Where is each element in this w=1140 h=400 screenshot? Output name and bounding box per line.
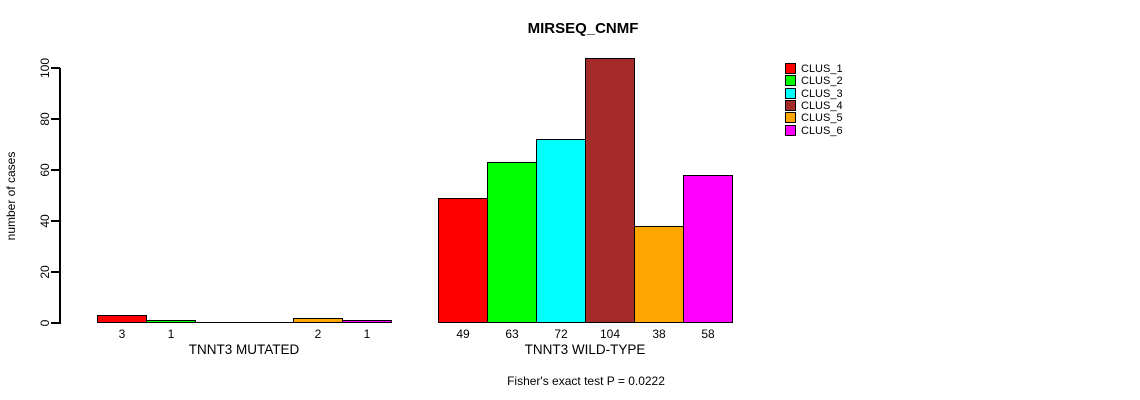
y-tick-80 — [51, 118, 60, 120]
legend-label-clus-4: CLUS_4 — [801, 99, 843, 112]
bar-value-tnnt3-mutated-clus-5: 2 — [314, 327, 322, 341]
y-axis-label: number of cases — [4, 151, 18, 241]
bar-value-tnnt3-wild-type-clus-4: 104 — [599, 327, 621, 341]
bar-tnnt3-mutated-clus-6 — [342, 320, 392, 323]
group-label-tnnt3-mutated: TNNT3 MUTATED — [188, 342, 300, 357]
y-tick-60 — [51, 169, 60, 171]
fisher-test-annotation: Fisher's exact test P = 0.0222 — [507, 374, 665, 388]
legend-swatch-clus-4 — [785, 99, 796, 111]
bar-value-tnnt3-wild-type-clus-5: 38 — [652, 327, 666, 341]
bar-value-tnnt3-wild-type-clus-1: 49 — [456, 327, 470, 341]
legend-label-clus-6: CLUS_6 — [801, 124, 843, 137]
y-tick-label-40: 40 — [38, 214, 52, 228]
bar-tnnt3-wild-type-clus-5 — [634, 226, 684, 323]
bar-tnnt3-mutated-clus-1 — [97, 315, 147, 323]
group-label-tnnt3-wild-type: TNNT3 WILD-TYPE — [524, 342, 646, 357]
y-tick-label-0: 0 — [38, 319, 52, 327]
bar-value-tnnt3-wild-type-clus-2: 63 — [505, 327, 519, 341]
legend-label-clus-5: CLUS_5 — [801, 112, 843, 125]
bar-tnnt3-wild-type-clus-3 — [536, 139, 586, 323]
legend-label-clus-1: CLUS_1 — [801, 63, 843, 75]
bar-tnnt3-mutated-clus-3 — [195, 321, 245, 323]
bar-tnnt3-mutated-clus-2 — [146, 320, 196, 323]
bar-tnnt3-wild-type-clus-6 — [683, 175, 733, 323]
legend-swatch-clus-5 — [785, 112, 796, 124]
bar-tnnt3-wild-type-clus-2 — [487, 162, 537, 323]
bar-value-tnnt3-wild-type-clus-6: 58 — [701, 327, 715, 341]
y-tick-label-20: 20 — [38, 265, 52, 279]
bar-value-tnnt3-mutated-clus-1: 3 — [118, 327, 126, 341]
bar-value-tnnt3-mutated-clus-6: 1 — [363, 327, 371, 341]
y-tick-label-100: 100 — [38, 57, 52, 79]
bar-value-tnnt3-mutated-clus-2: 1 — [167, 327, 175, 341]
chart-title: MIRSEQ_CNMF — [527, 20, 639, 37]
legend-label-clus-2: CLUS_2 — [801, 75, 843, 88]
legend-swatch-clus-3 — [785, 87, 796, 99]
bar-tnnt3-wild-type-clus-1 — [438, 198, 488, 323]
y-tick-40 — [51, 220, 60, 222]
bar-value-tnnt3-wild-type-clus-3: 72 — [554, 327, 568, 341]
y-tick-label-60: 60 — [38, 163, 52, 177]
y-tick-20 — [51, 271, 60, 273]
legend-swatch-clus-6 — [785, 124, 796, 136]
legend-swatch-clus-1 — [785, 63, 796, 74]
bar-tnnt3-wild-type-clus-4 — [585, 58, 635, 323]
y-tick-label-80: 80 — [38, 112, 52, 126]
y-axis-line — [59, 68, 61, 324]
y-tick-100 — [51, 67, 60, 69]
legend-label-clus-3: CLUS_3 — [801, 87, 843, 100]
bar-tnnt3-mutated-clus-4 — [244, 321, 294, 323]
bar-tnnt3-mutated-clus-5 — [293, 318, 343, 323]
legend-swatch-clus-2 — [785, 75, 796, 87]
y-tick-0 — [51, 322, 60, 324]
